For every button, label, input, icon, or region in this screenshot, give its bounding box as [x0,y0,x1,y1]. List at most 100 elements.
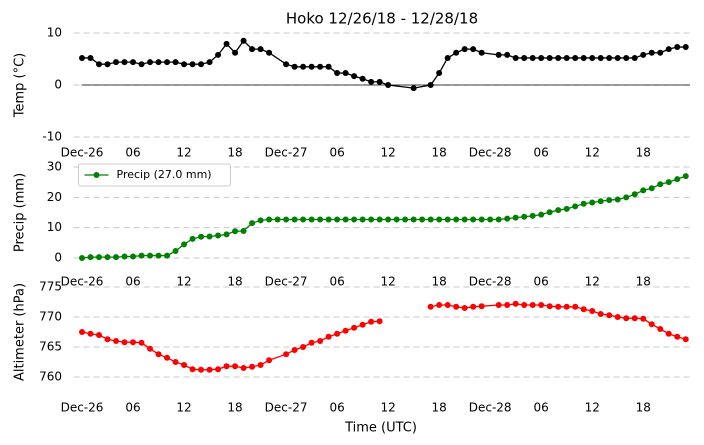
x-tick-label: 06 [125,146,140,160]
data-point [614,196,621,203]
data-point [546,303,553,310]
series-line [81,175,686,259]
data-point [155,252,162,259]
data-point [334,70,341,77]
data-point [325,333,332,340]
data-point [351,324,358,331]
data-point [138,252,145,259]
data-point [614,54,621,61]
data-point [572,203,579,210]
legend-box [78,163,231,187]
data-point [198,61,205,68]
data-point [580,306,587,313]
x-tick-label: Dec-26 [61,401,104,415]
y-tick-label: 760 [39,370,62,384]
data-point [427,216,434,223]
data-point [529,54,536,61]
data-point [266,49,273,56]
data-point [164,252,171,259]
x-tick-label: 18 [432,146,447,160]
data-point [257,217,264,224]
legend: Precip (27.0 mm) [78,163,231,187]
data-point [249,363,256,370]
data-point [648,321,655,328]
data-point [155,59,162,66]
x-tick-label: Dec-27 [265,275,308,289]
data-point [113,254,120,261]
data-point [232,228,239,235]
data-point [682,173,689,180]
data-point [189,235,196,242]
data-point [623,54,630,61]
x-tick-label: Dec-27 [265,401,308,415]
data-point [215,232,222,239]
data-point [87,54,94,61]
data-point [631,54,638,61]
x-tick-label: 06 [329,401,344,415]
data-point [87,254,94,261]
data-point [461,216,468,223]
x-tick-label: 12 [585,401,600,415]
data-point [87,330,94,337]
data-point [121,59,128,66]
data-point [436,216,443,223]
x-tick-label: 06 [534,275,549,289]
data-point [512,54,519,61]
x-tick-label: 12 [176,401,191,415]
data-point [249,220,256,227]
data-point [130,339,137,346]
x-tick-label: 18 [636,146,651,160]
data-point [606,312,613,319]
data-point [308,63,315,70]
data-point [665,330,672,337]
data-point [359,216,366,223]
data-point [504,215,511,222]
x-tick-label: 12 [176,146,191,160]
data-point [223,40,230,47]
x-tick-label: Dec-26 [61,146,104,160]
series-line [81,303,686,371]
data-point [147,252,154,259]
data-point [478,216,485,223]
data-point [504,302,511,308]
data-point [563,54,570,61]
data-point [325,63,332,70]
data-point [257,46,264,53]
data-point [300,63,307,70]
y-tick-label: 20 [47,190,62,204]
data-point [317,63,324,70]
data-point [402,216,409,223]
data-point [96,254,103,261]
data-point [640,51,647,58]
data-point [266,216,273,223]
data-point [555,207,562,214]
data-point [529,212,536,219]
y-axis-label: Precip (mm) [13,173,28,252]
data-point [96,61,103,68]
data-point [164,354,171,361]
data-point [300,216,307,223]
data-point [138,61,145,68]
data-point [589,308,596,314]
data-point [121,253,128,260]
data-point [198,366,205,373]
data-point [640,187,647,194]
data-point [189,366,196,373]
data-point [172,359,179,365]
data-point [597,198,604,205]
data-point [79,255,86,261]
data-point [342,327,349,334]
y-tick-label: 10 [47,26,62,40]
data-point [155,351,162,358]
data-point [495,302,502,308]
x-tick-label: 18 [432,275,447,289]
data-point [147,59,154,66]
data-point [342,216,349,223]
data-point [317,216,324,223]
data-point [130,59,137,66]
data-point [546,54,553,61]
data-point [113,59,120,66]
x-tick-label: 18 [432,401,447,415]
data-point [648,49,655,56]
